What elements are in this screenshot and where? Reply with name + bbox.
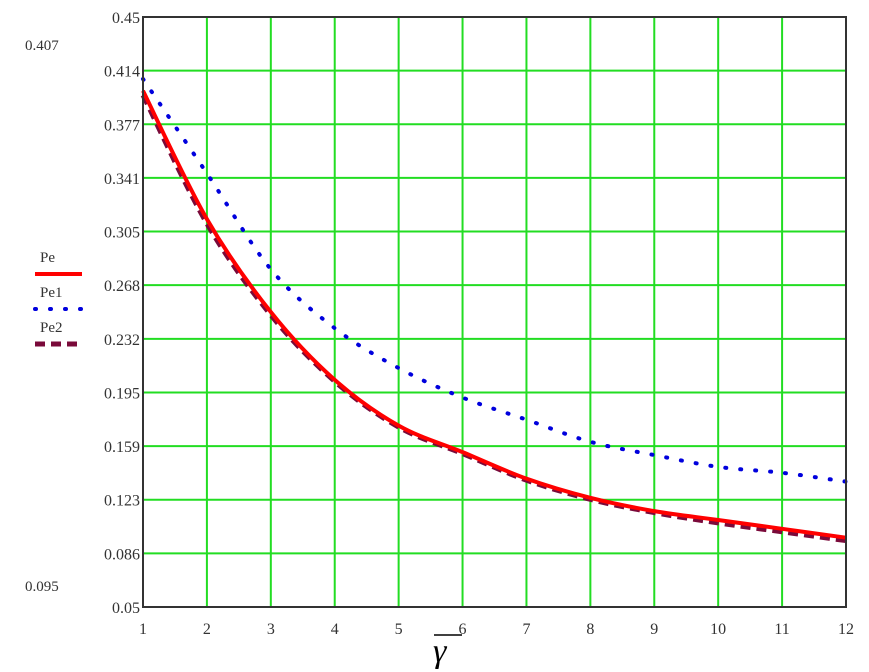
x-tick-label: 11 [774, 621, 789, 638]
grid [142, 16, 847, 608]
x-tick-label: 4 [331, 621, 339, 638]
series-layer [140, 76, 848, 544]
y-tick-label: 0.45 [112, 10, 140, 27]
x-tick-label: 2 [203, 621, 211, 638]
y-tick-label: 0.341 [104, 171, 140, 188]
x-tick-label: 12 [838, 621, 854, 638]
tick-labels: 1 2 3 4 5 6 7 8 9 10 11 120.050.0860.1230.1590.1950… [104, 10, 854, 638]
x-tick-label: 8 [586, 621, 594, 638]
y-tick-label: 0.305 [104, 225, 140, 242]
y-tick-label: 0.377 [104, 117, 140, 134]
series-line-pe2 [140, 94, 847, 544]
y-tick-label: 0.414 [104, 64, 140, 81]
y-tick-label: 0.159 [104, 439, 140, 456]
x-tick-label: 7 [522, 621, 530, 638]
legend: Pe Pe1 Pe2 [33, 250, 84, 347]
y-tick-label: 0.123 [104, 493, 140, 510]
x-axis-label: γ [433, 633, 448, 670]
y-tick-label: 0.232 [104, 332, 140, 349]
x-tick-label: 6 [459, 621, 467, 638]
y-tick-label: 0.086 [104, 546, 140, 563]
legend-label: Pe2 [40, 320, 63, 336]
plot-frame [142, 16, 847, 608]
y-range-top-marker: 0.407 [25, 38, 59, 54]
x-tick-label: 5 [395, 621, 403, 638]
y-tick-label: 0.268 [104, 278, 140, 295]
x-tick-label: 3 [267, 621, 275, 638]
x-tick-label: 1 [139, 621, 147, 638]
legend-label: Pe1 [40, 285, 63, 301]
series-line-pe [141, 89, 847, 540]
x-tick-label: 9 [650, 621, 658, 638]
x-tick-label: 10 [710, 621, 726, 638]
y-tick-label: 0.05 [112, 600, 140, 617]
legend-label: Pe [40, 250, 55, 266]
y-range-bottom-marker: 0.095 [25, 579, 59, 595]
y-tick-label: 0.195 [104, 385, 140, 402]
